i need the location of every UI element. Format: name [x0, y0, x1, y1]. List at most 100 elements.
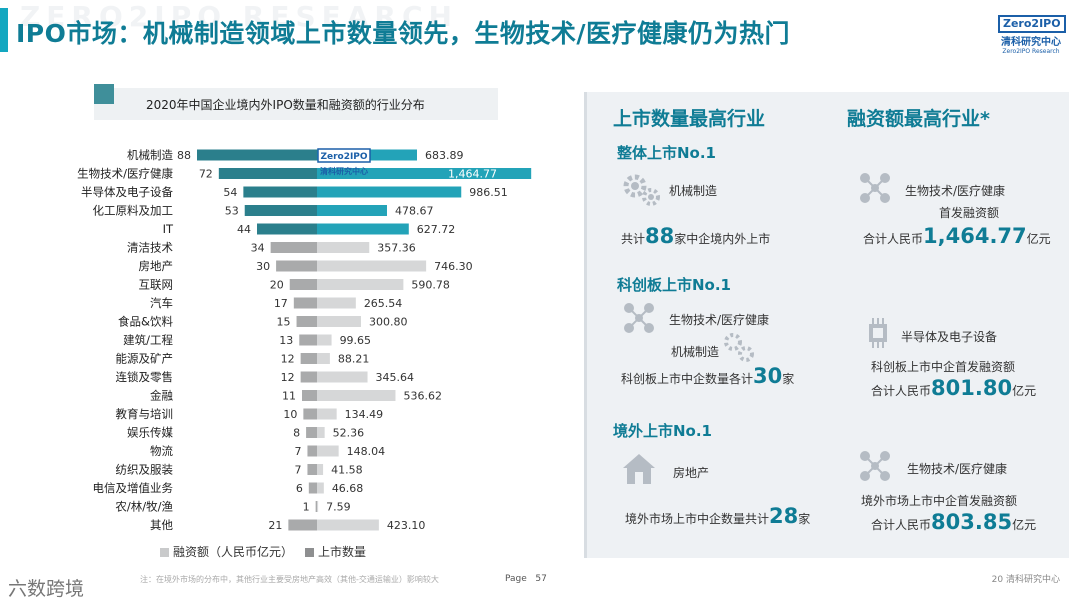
s2-pre: 科创板上市中企数量各计 [621, 372, 754, 386]
count-bar [218, 168, 317, 179]
page-num: 57 [535, 574, 547, 584]
amount-label: 423.10 [387, 519, 426, 532]
count-bar [306, 427, 317, 438]
s2-summary: 科创板上市中企数量各计30家 [621, 364, 794, 388]
count-bar [276, 260, 317, 272]
molecule-icon [860, 451, 890, 481]
count-bar [300, 353, 317, 364]
f3-line: 境外市场上市中企首发融资额 [861, 494, 1018, 508]
count-label: 88 [177, 149, 191, 162]
category-label: 纺织及服装 [116, 463, 174, 477]
molecule-icon [860, 173, 890, 203]
f2-pre: 合计人民币 [871, 384, 932, 398]
amount-bar [317, 168, 532, 179]
f1-number: 1,464.77 [923, 224, 1027, 248]
amount-label: 536.62 [403, 390, 442, 403]
f2-post: 亿元 [1012, 384, 1037, 398]
count-bar [300, 371, 317, 383]
s3-post: 家 [798, 512, 811, 526]
chart-title: 2020年中国企业境内外IPO数量和融资额的行业分布 [146, 98, 425, 112]
legend-item-amount: 融资额（人民币亿元） [160, 543, 293, 560]
amount-label: 1,464.77 [448, 168, 497, 181]
amount-label: 265.54 [364, 297, 403, 310]
amount-label: 345.64 [376, 371, 415, 384]
count-bar [289, 279, 317, 290]
category-label: 房地产 [139, 259, 174, 273]
chart-legend: 融资额（人民币亿元） 上市数量 [160, 543, 366, 560]
amount-bar [317, 334, 332, 346]
f2-line: 科创板上市中企首发融资额 [871, 360, 1016, 374]
footer-logo: 20 清科研究中心 [991, 575, 1060, 585]
category-label: 清洁技术 [127, 241, 173, 255]
category-label: 食品&饮料 [118, 315, 173, 329]
s2-post: 家 [782, 372, 795, 386]
count-label: 34 [251, 242, 265, 255]
count-bar [244, 205, 317, 216]
amount-bar [317, 371, 368, 383]
amount-bar [317, 408, 337, 420]
col2-heading: 融资额最高行业* [847, 108, 990, 130]
f1-industry: 生物技术/医疗健康 [905, 184, 1006, 198]
count-label: 72 [199, 168, 213, 181]
amount-label: 746.30 [434, 260, 473, 273]
count-label: 7 [294, 445, 301, 458]
chart-watermark-box [317, 148, 371, 163]
category-label: 建筑/工程 [123, 333, 173, 347]
amount-label: 357.36 [377, 242, 416, 255]
count-bar [308, 482, 317, 494]
legend-swatch-amount [160, 548, 169, 557]
count-bar [257, 223, 317, 235]
s2-industry-1: 生物技术/医疗健康 [669, 313, 770, 327]
section-star-title: 科创板上市No.1 [617, 276, 731, 294]
amount-bar [317, 242, 370, 253]
count-bar [302, 390, 317, 401]
molecule-icon [624, 303, 654, 333]
count-bar [293, 297, 317, 309]
count-bar [315, 501, 318, 512]
count-label: 15 [277, 316, 291, 329]
amount-bar [317, 519, 379, 531]
amount-label: 986.51 [469, 186, 508, 199]
count-label: 7 [294, 464, 301, 477]
amount-label: 590.78 [411, 279, 450, 292]
industry-bar-chart: 88 机械制造 683.89 72 生物技术/医疗健康 1,464.77 54 半导体及电子设… [77, 148, 532, 532]
s3-pre: 境外市场上市中企数量共计 [625, 512, 770, 526]
amount-label: 627.72 [417, 223, 456, 236]
category-label: IT [163, 222, 174, 236]
chip-icon [869, 318, 887, 348]
count-bar [307, 464, 317, 475]
f1-post: 亿元 [1026, 232, 1051, 246]
gear-icon-small [724, 333, 754, 362]
legend-swatch-count [305, 548, 315, 557]
count-bar [197, 149, 317, 161]
amount-bar [317, 445, 339, 457]
category-label: 汽车 [150, 296, 173, 310]
amount-bar [317, 186, 462, 198]
f3-post: 亿元 [1012, 518, 1037, 532]
f1-summary: 合计人民币1,464.77亿元 [863, 224, 1051, 248]
category-label: 机械制造 [127, 148, 173, 162]
count-label: 6 [296, 482, 303, 495]
logo-wordmark: Zero2IPO [998, 15, 1066, 33]
gear-icon [623, 174, 660, 206]
s1-pre: 共计 [621, 232, 646, 246]
amount-bar [317, 482, 324, 494]
amount-label: 88.21 [338, 353, 370, 366]
title-accent-bar [0, 8, 8, 52]
count-label: 21 [268, 519, 282, 532]
section-overseas-title: 境外上市No.1 [613, 422, 712, 440]
count-bar [303, 408, 317, 420]
amount-bar [317, 464, 324, 475]
count-bar [288, 519, 317, 531]
amount-bar [317, 297, 356, 309]
count-label: 10 [283, 408, 297, 421]
f2-summary: 合计人民币801.80亿元 [871, 376, 1036, 400]
legend-label-amount: 融资额（人民币亿元） [173, 545, 294, 559]
summary-panel: 上市数量最高行业 融资额最高行业* 整体上市No.1 机械制造 共计88家中企境… [584, 92, 1069, 558]
house-icon [623, 454, 655, 484]
legend-label-count: 上市数量 [318, 545, 367, 559]
f1-pre: 合计人民币 [863, 232, 924, 246]
amount-bar [317, 353, 330, 364]
amount-bar [317, 427, 325, 438]
count-label: 12 [281, 353, 295, 366]
